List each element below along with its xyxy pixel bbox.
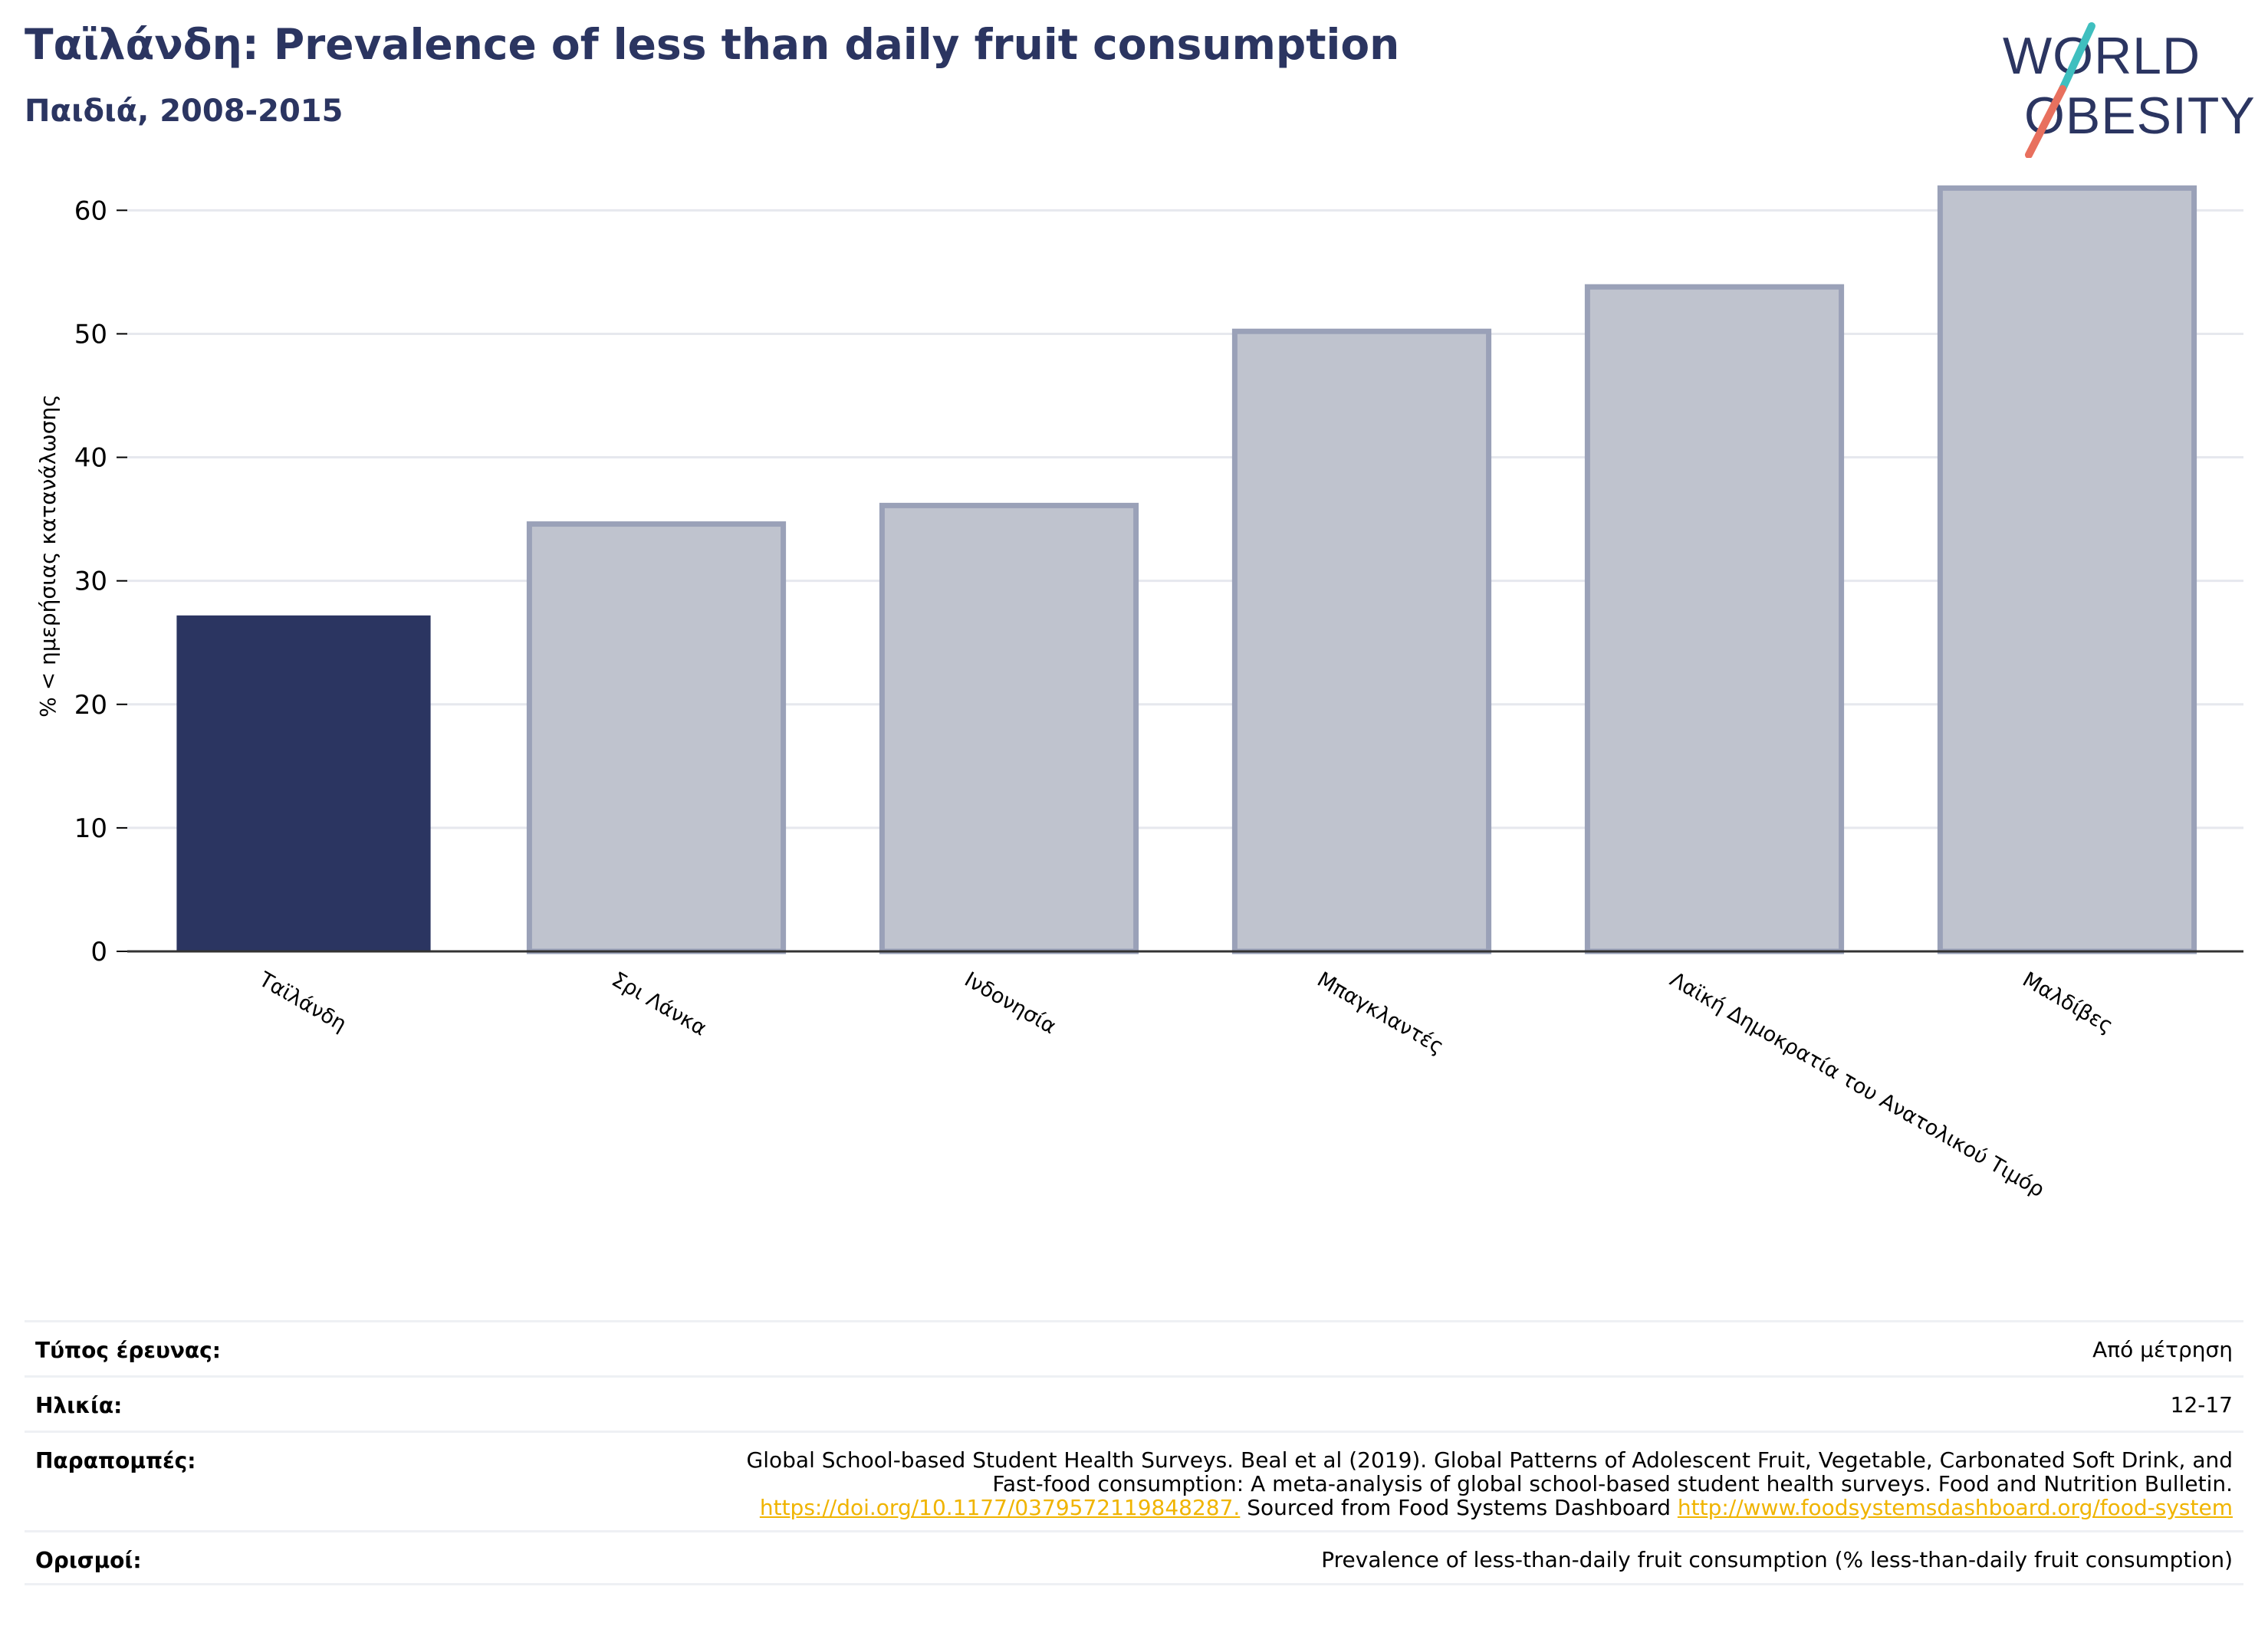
meta-row-definitions: Ορισμοί: Prevalence of less-than-daily f…	[25, 1530, 2243, 1585]
x-tick-label: Λαϊκή Δημοκρατία του Ανατολικού Τιμόρ	[1666, 967, 2049, 1202]
y-tick-label: 40	[74, 443, 107, 474]
age-value: 12-17	[2170, 1392, 2233, 1417]
bar[interactable]	[1937, 185, 2197, 954]
y-tick-label: 10	[74, 813, 107, 844]
food-systems-link[interactable]: http://www.foodsystemsdashboard.org/food…	[1677, 1495, 2233, 1520]
references-line-1: Global School-based Student Health Surve…	[746, 1447, 2233, 1473]
doi-link[interactable]: https://doi.org/10.1177/0379572119848287…	[759, 1495, 1241, 1520]
bar[interactable]	[526, 521, 787, 954]
category-labels: Ταϊλάνδη Σρι Λάνκα Ινδονησία Μπαγκλαντές Λαϊ…	[255, 967, 2117, 1202]
bar[interactable]	[1584, 284, 1845, 954]
bar[interactable]	[879, 502, 1139, 954]
definitions-label: Ορισμοί:	[35, 1548, 142, 1573]
y-axis-label: % < ημερήσιας κατανάλωσης	[35, 394, 61, 717]
references-value: Global School-based Student Health Surve…	[747, 1448, 2233, 1530]
gridlines	[127, 209, 2243, 829]
y-tick-label: 20	[74, 690, 107, 721]
references-label: Παραπομπές:	[35, 1448, 196, 1473]
bar[interactable]	[176, 615, 431, 951]
survey-type-value: Από μέτρηση	[2092, 1337, 2233, 1362]
chart-subtitle: Παιδιά, 2008-2015	[25, 94, 343, 129]
meta-row-survey-type: Τύπος έρευνας: Από μέτρηση	[25, 1320, 2243, 1375]
world-obesity-logo: WORLD OBESITY	[2003, 22, 2254, 158]
axes: 0 10 20 30 40 50 60	[74, 195, 2243, 967]
chart-title: Ταϊλάνδη: Prevalence of less than daily …	[25, 20, 1400, 69]
logo-teal-stroke	[2059, 22, 2095, 93]
x-tick-label: Μαλδίβες	[2019, 967, 2117, 1038]
x-tick-label: Μπαγκλαντές	[1313, 967, 1448, 1059]
bars	[176, 185, 2197, 954]
x-tick-label: Σρι Λάνκα	[608, 967, 711, 1040]
y-tick-label: 50	[74, 319, 107, 350]
age-label: Ηλικία:	[35, 1393, 123, 1418]
metadata-table: Τύπος έρευνας: Από μέτρηση Ηλικία: 12-17…	[25, 1320, 2243, 1585]
references-source-text: Sourced from Food Systems Dashboard	[1240, 1495, 1678, 1520]
y-tick-label: 30	[74, 567, 107, 597]
bar-chart: 0 10 20 30 40 50 60 Ταϊλάνδη Σρι Λάνκα Ινδονησία…	[35, 185, 2243, 1202]
references-line-2: Fast-food consumption: A meta-analysis o…	[992, 1471, 2233, 1496]
logo-world-text: WORLD	[2003, 27, 2201, 85]
meta-row-references: Παραπομπές: Global School-based Student …	[25, 1431, 2243, 1530]
y-tick-label: 60	[74, 195, 107, 226]
y-tick-label: 0	[90, 937, 107, 967]
references-line-3: https://doi.org/10.1177/0379572119848287…	[747, 1496, 2233, 1519]
meta-row-age: Ηλικία: 12-17	[25, 1375, 2243, 1431]
x-tick-label: Ινδονησία	[961, 967, 1060, 1039]
x-tick-label: Ταϊλάνδη	[255, 967, 350, 1036]
definitions-value: Prevalence of less-than-daily fruit cons…	[1321, 1547, 2233, 1572]
logo-coral-stroke	[2025, 85, 2066, 158]
survey-type-label: Τύπος έρευνας:	[35, 1338, 221, 1363]
bar[interactable]	[1231, 328, 1492, 954]
